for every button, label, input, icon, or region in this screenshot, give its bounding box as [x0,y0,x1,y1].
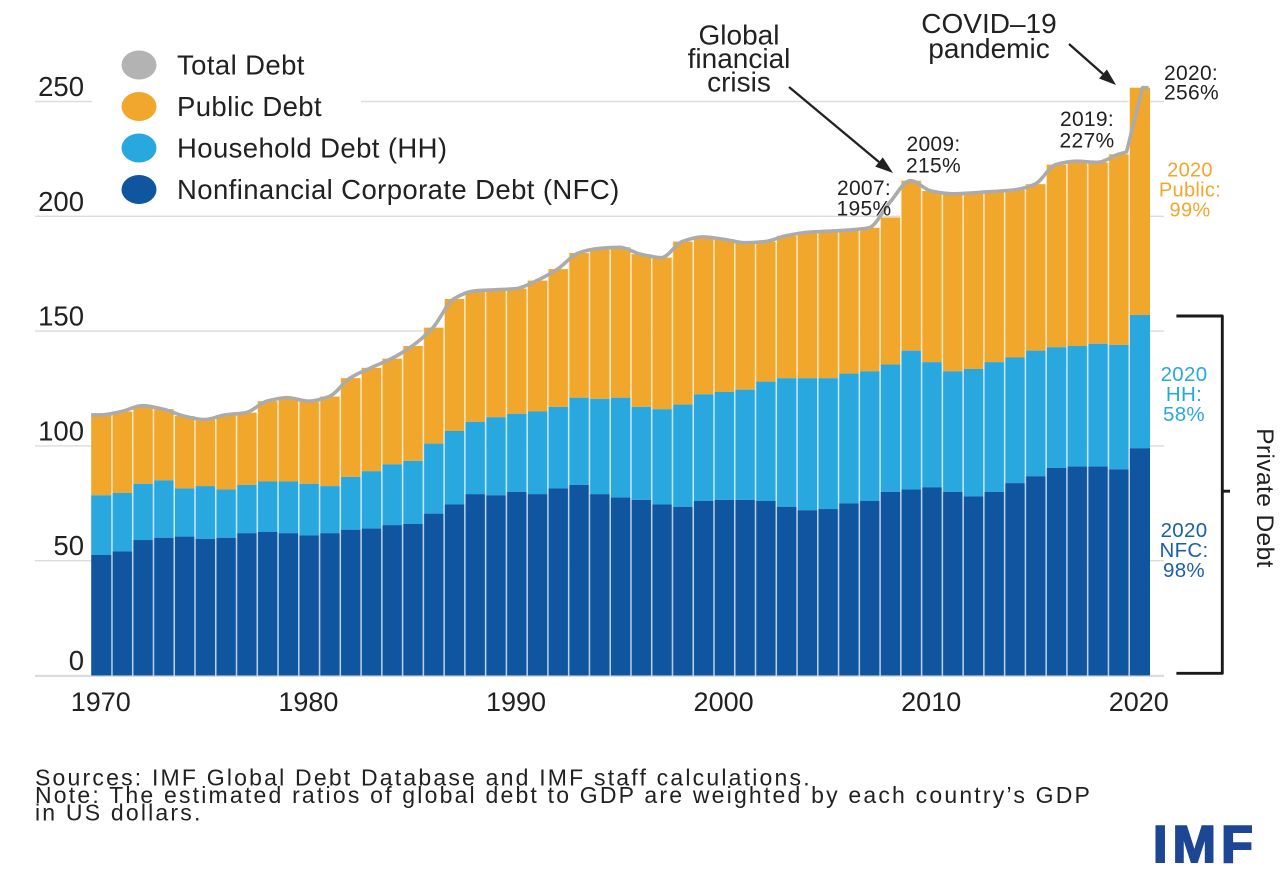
svg-text:Household Debt (HH): Household Debt (HH) [177,133,448,164]
svg-text:Sources: IMF Global Debt Datab: Sources: IMF Global Debt Database and IM… [35,765,812,791]
svg-text:195%: 195% [837,198,892,221]
svg-text:1980: 1980 [278,687,338,717]
svg-text:Note: The estimated ratios of: Note: The estimated ratios of global deb… [35,782,1092,808]
svg-text:256%: 256% [1164,82,1219,105]
svg-text:2020: 2020 [1109,687,1169,717]
svg-text:150: 150 [38,301,84,332]
svg-text:98%: 98% [1163,559,1205,582]
svg-text:HH:: HH: [1166,383,1202,406]
svg-text:2009:: 2009: [906,133,960,156]
svg-text:200: 200 [38,186,84,217]
svg-text:50: 50 [53,530,84,561]
svg-text:Global: Global [699,20,780,51]
svg-text:99%: 99% [1170,200,1211,222]
svg-text:Private Debt: Private Debt [1251,428,1278,568]
svg-text:Public:: Public: [1159,180,1221,202]
svg-text:Public Debt: Public Debt [177,91,322,122]
svg-text:crisis: crisis [707,67,771,98]
svg-text:IMF: IMF [1153,816,1258,874]
svg-text:2020:: 2020: [1164,62,1218,85]
svg-text:in US dollars.: in US dollars. [35,800,203,826]
svg-text:1990: 1990 [486,687,546,717]
svg-text:215%: 215% [906,155,961,178]
svg-text:pandemic: pandemic [928,33,1049,64]
svg-text:250: 250 [38,71,84,102]
svg-text:2019:: 2019: [1060,108,1114,131]
svg-text:financial: financial [688,43,791,74]
svg-text:2010: 2010 [901,687,961,717]
svg-text:1970: 1970 [71,687,131,717]
svg-text:227%: 227% [1060,130,1115,153]
svg-text:2000: 2000 [694,687,754,717]
svg-text:0: 0 [69,645,84,676]
svg-text:2020: 2020 [1161,519,1208,542]
svg-text:Total Debt: Total Debt [177,50,305,81]
svg-text:NFC:: NFC: [1159,539,1208,562]
svg-text:2020: 2020 [1167,160,1213,182]
svg-text:2007:: 2007: [837,177,891,200]
svg-text:2020: 2020 [1161,363,1208,386]
svg-text:Nonfinancial Corporate Debt (N: Nonfinancial Corporate Debt (NFC) [177,174,620,205]
svg-text:COVID–19: COVID–19 [921,8,1056,39]
svg-text:58%: 58% [1163,403,1205,426]
svg-text:100: 100 [38,415,84,446]
